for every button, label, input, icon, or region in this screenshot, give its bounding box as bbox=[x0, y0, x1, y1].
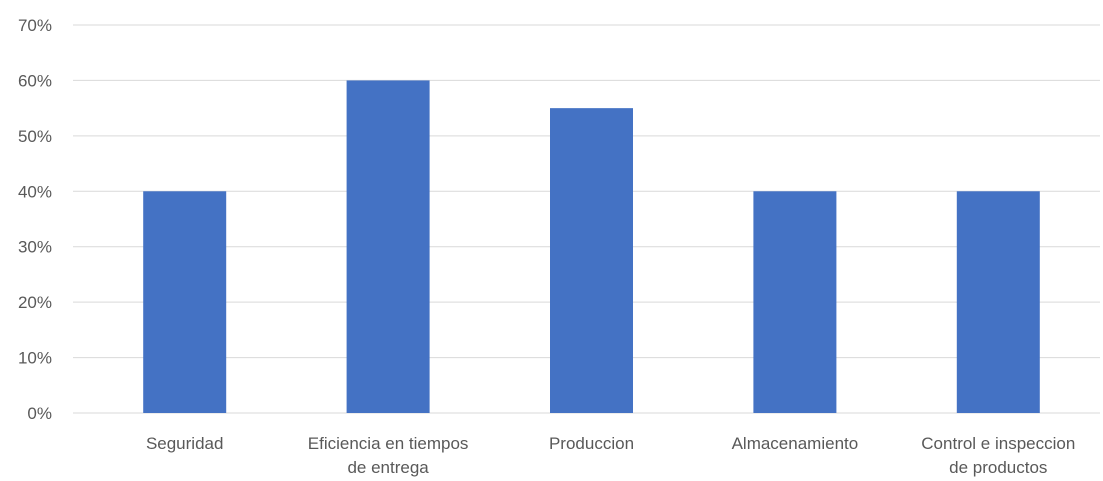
y-tick-label: 30% bbox=[18, 238, 52, 257]
y-tick-label: 0% bbox=[27, 404, 52, 423]
bar bbox=[550, 108, 633, 414]
y-axis-tick-labels: 0% 10% 20% 30% 40% 50% 60% 70% bbox=[18, 16, 52, 423]
x-category-label: Control e inspeccion de productos bbox=[921, 434, 1075, 477]
y-tick-label: 70% bbox=[18, 16, 52, 35]
y-tick-label: 60% bbox=[18, 71, 52, 90]
bar bbox=[143, 191, 227, 413]
y-tick-label: 10% bbox=[18, 349, 52, 368]
x-category-label: Almacenamiento bbox=[732, 434, 859, 453]
y-tick-label: 20% bbox=[18, 293, 52, 312]
y-tick-label: 40% bbox=[18, 182, 52, 201]
x-category-label: Seguridad bbox=[146, 434, 224, 453]
x-category-label: Produccion bbox=[549, 434, 634, 453]
bar bbox=[346, 80, 430, 413]
bar bbox=[753, 191, 837, 413]
x-category-label: Eficiencia en tiempos de entrega bbox=[308, 434, 469, 477]
x-axis-category-labels: Seguridad Eficiencia en tiempos de entrega… bbox=[146, 434, 1075, 477]
bars bbox=[143, 80, 1040, 414]
bar bbox=[956, 191, 1040, 413]
y-tick-label: 50% bbox=[18, 127, 52, 146]
